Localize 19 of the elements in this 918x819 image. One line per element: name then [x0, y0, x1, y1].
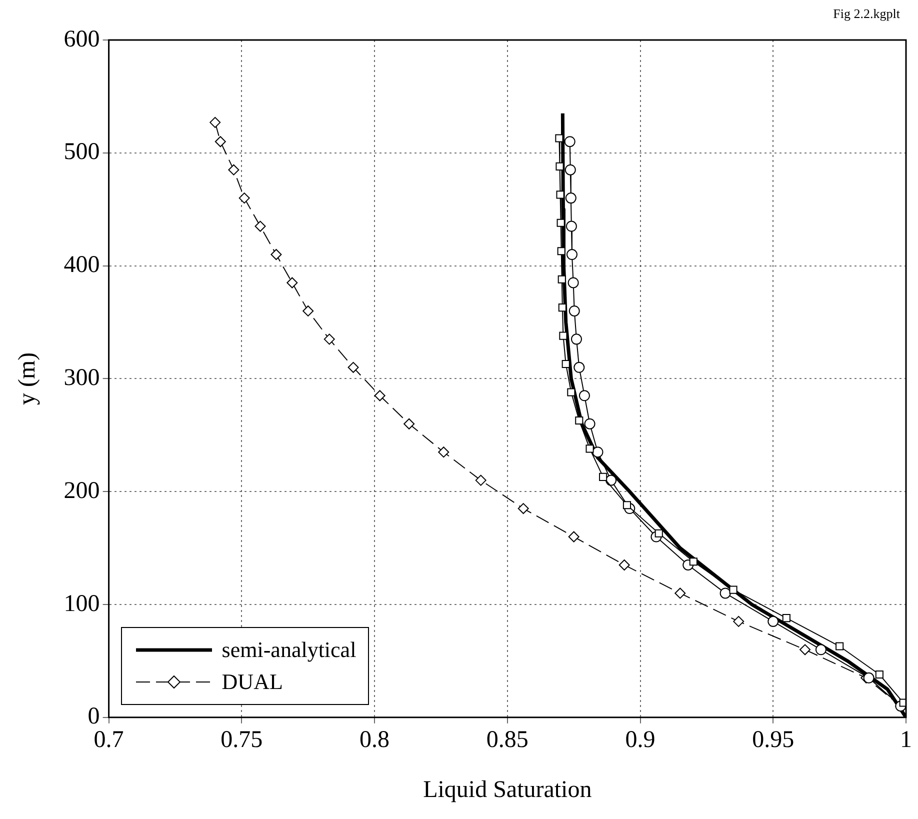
y-tick-label: 300: [64, 364, 100, 391]
x-tick-label: 0.8: [360, 727, 390, 754]
x-tick-label: 1: [900, 727, 912, 754]
x-tick-label: 0.75: [220, 727, 263, 754]
x-tick-label: 0.9: [625, 727, 656, 754]
x-tick-label: 0.7: [94, 727, 124, 754]
y-tick-label: 0: [88, 704, 100, 730]
caption: Fig 2.2.kgplt: [833, 6, 900, 22]
x-tick-label: 0.95: [752, 727, 794, 754]
y-axis-title: y (m): [14, 352, 41, 406]
y-tick-label: 200: [64, 478, 100, 504]
x-axis-title: Liquid Saturation: [423, 776, 592, 803]
y-tick-label: 500: [64, 139, 100, 166]
y-tick-label: 400: [64, 252, 100, 278]
legend-label: DUAL: [222, 669, 283, 696]
x-tick-label: 0.85: [486, 727, 528, 754]
y-tick-label: 100: [64, 590, 100, 617]
legend-label: semi-analytical: [222, 637, 356, 664]
y-tick-label: 600: [64, 26, 100, 52]
